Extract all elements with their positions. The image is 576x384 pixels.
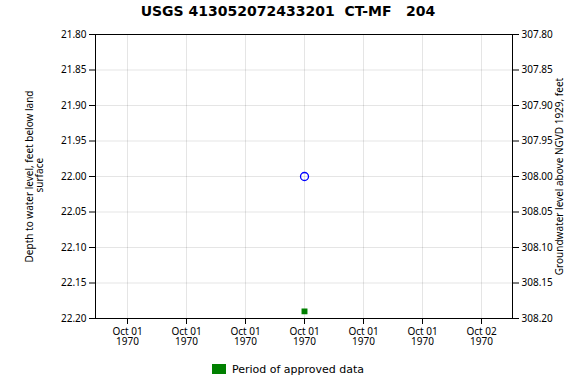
svg-text:21.95: 21.95 <box>61 133 87 147</box>
svg-text:22.05: 22.05 <box>61 204 87 218</box>
svg-text:Oct 011970: Oct 011970 <box>289 324 319 348</box>
svg-text:22.15: 22.15 <box>61 275 87 289</box>
svg-text:Oct 021970: Oct 021970 <box>466 324 497 348</box>
svg-text:22.10: 22.10 <box>61 240 87 254</box>
svg-text:Oct 011970: Oct 011970 <box>112 324 142 348</box>
svg-text:307.95: 307.95 <box>522 133 554 147</box>
html-text:Period of approved data: Period of approved data <box>231 362 365 376</box>
svg-text:22.00: 22.00 <box>61 169 87 183</box>
svg-text:21.80: 21.80 <box>61 27 87 41</box>
svg-text:Oct 011970: Oct 011970 <box>407 324 437 348</box>
svg-text:308.10: 308.10 <box>522 240 554 254</box>
svg-text:308.15: 308.15 <box>522 275 554 289</box>
svg-text:Oct 011970: Oct 011970 <box>171 324 201 348</box>
svg-text:Oct 011970: Oct 011970 <box>230 324 260 348</box>
svg-text:21.85: 21.85 <box>61 62 87 76</box>
svg-text:Depth to water level, feet bel: Depth to water level, feet below land su… <box>22 91 46 263</box>
svg-text:307.90: 307.90 <box>522 98 554 112</box>
svg-text:308.00: 308.00 <box>522 169 554 183</box>
svg-text:Groundwater level above NGVD 1: Groundwater level above NGVD 1929, feet <box>552 77 566 275</box>
html-text:USGS 413052072433201 CT-MF 204: USGS 413052072433201 CT-MF 204 <box>140 3 436 19</box>
svg-text:Oct 011970: Oct 011970 <box>348 324 378 348</box>
svg-text:307.85: 307.85 <box>522 62 554 76</box>
svg-text:307.80: 307.80 <box>522 27 554 41</box>
svg-text:22.20: 22.20 <box>61 311 87 325</box>
svg-text:21.90: 21.90 <box>61 98 87 112</box>
svg-text:308.05: 308.05 <box>522 204 554 218</box>
svg-text:308.20: 308.20 <box>522 311 554 325</box>
